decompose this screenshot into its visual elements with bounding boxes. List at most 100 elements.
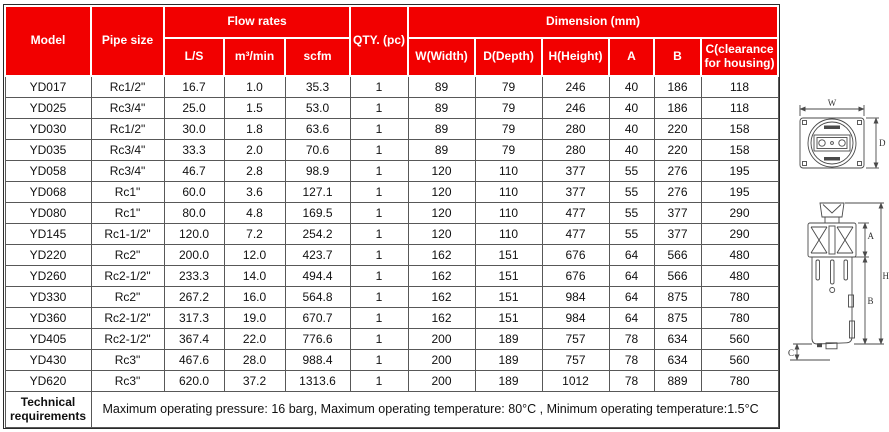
table-cell: 2.0 (223, 138, 286, 161)
table-cell: 566 (653, 264, 702, 287)
table-row: YD220 Rc2" 200.0 12.0 423.7 1 162 151 676 64 566 48… (4, 243, 779, 266)
table-cell: 16.7 (163, 75, 225, 98)
table-cell: Rc3/4" (90, 96, 165, 119)
table-cell: 1 (349, 243, 409, 266)
table-cell: Rc2-1/2" (90, 264, 165, 287)
table-cell: 78 (608, 369, 655, 392)
table-cell: Rc1" (90, 180, 165, 203)
table-cell: 120 (407, 159, 476, 182)
table-cell: 189 (474, 369, 543, 392)
table-cell: 560 (700, 327, 779, 350)
table-cell: Rc2-1/2" (90, 327, 165, 350)
table-cell: Rc2-1/2" (90, 306, 165, 329)
table-cell: Rc1/2" (90, 75, 165, 98)
table-cell: 1 (349, 117, 409, 140)
table-cell: YD058 (4, 159, 92, 182)
table-cell: 1.5 (223, 96, 286, 119)
table-row: YD405 Rc2-1/2" 367.4 22.0 776.6 1 200 189 757 78 6… (4, 327, 779, 350)
table-cell: 566 (653, 243, 702, 266)
table-cell: 246 (541, 75, 610, 98)
dim-label-d: D (879, 138, 886, 148)
table-cell: Rc2" (90, 285, 165, 308)
table-cell: 1 (349, 180, 409, 203)
table-cell: 634 (653, 348, 702, 371)
dim-label-w: W (828, 98, 837, 108)
table-cell: 89 (407, 138, 476, 161)
table-row: YD035 Rc3/4" 33.3 2.0 70.6 1 89 79 280 40 220 158 (4, 138, 779, 161)
table-cell: 290 (700, 222, 779, 245)
table-row: YD330 Rc2" 267.2 16.0 564.8 1 162 151 984 64 875 78… (4, 285, 779, 308)
table-cell: 276 (653, 180, 702, 203)
table-cell: 200 (407, 348, 476, 371)
table-cell: YD017 (4, 75, 92, 98)
table-cell: 40 (608, 138, 655, 161)
table-row: YD360 Rc2-1/2" 317.3 19.0 670.7 1 162 151 984 64 8… (4, 306, 779, 329)
table-cell: 246 (541, 96, 610, 119)
col-header-height: H(Height) (541, 37, 611, 77)
table-row: YD025 Rc3/4" 25.0 1.5 53.0 1 89 79 246 40 186 118 (4, 96, 779, 119)
table-cell: 110 (474, 201, 543, 224)
table-cell: Rc3" (90, 369, 165, 392)
table-cell: Rc3/4" (90, 138, 165, 161)
table-cell: 875 (653, 306, 702, 329)
table-cell: 120 (407, 201, 476, 224)
table-cell: 984 (541, 306, 610, 329)
table-cell: 676 (541, 264, 610, 287)
table-cell: 118 (700, 75, 779, 98)
table-cell: 53.0 (284, 96, 351, 119)
table-cell: 1 (349, 75, 409, 98)
table-cell: 162 (407, 306, 476, 329)
table-cell: 22.0 (223, 327, 286, 350)
table-cell: 89 (407, 117, 476, 140)
table-cell: YD145 (4, 222, 92, 245)
table-cell: 200 (407, 369, 476, 392)
dim-label-a: A (868, 231, 875, 241)
table-cell: 1313.6 (284, 369, 351, 392)
col-header-model: Model (4, 5, 92, 77)
table-cell: 189 (474, 348, 543, 371)
table-cell: 14.0 (223, 264, 286, 287)
table-cell: 280 (541, 138, 610, 161)
table-cell: 55 (608, 222, 655, 245)
table-cell: 267.2 (163, 285, 225, 308)
table-cell: 46.7 (163, 159, 225, 182)
table-cell: 98.9 (284, 159, 351, 182)
product-diagram: W D (788, 98, 889, 361)
table-cell: 110 (474, 159, 543, 182)
table-cell: 40 (608, 75, 655, 98)
table-cell: 1 (349, 201, 409, 224)
table-cell: 254.2 (284, 222, 351, 245)
table-cell: 1 (349, 369, 409, 392)
table-cell: YD030 (4, 117, 92, 140)
table-cell: YD260 (4, 264, 92, 287)
col-group-dimension: Dimension (mm) (407, 5, 780, 39)
table-cell: YD620 (4, 369, 92, 392)
table-cell: 28.0 (223, 348, 286, 371)
table-cell: 55 (608, 201, 655, 224)
table-cell: 377 (541, 180, 610, 203)
table-cell: 290 (700, 201, 779, 224)
table-cell: 195 (700, 180, 779, 203)
table-cell: 79 (474, 117, 543, 140)
table-cell: Rc3" (90, 348, 165, 371)
table-cell: 494.4 (284, 264, 351, 287)
table-cell: YD035 (4, 138, 92, 161)
table-cell: YD025 (4, 96, 92, 119)
table-cell: 55 (608, 159, 655, 182)
table-cell: 55 (608, 180, 655, 203)
table-row: YD430 Rc3" 467.6 28.0 988.4 1 200 189 757 78 634 56… (4, 348, 779, 371)
table-cell: 757 (541, 348, 610, 371)
table-cell: 200.0 (163, 243, 225, 266)
table-cell: 30.0 (163, 117, 225, 140)
tech-requirements-label: Technical requirements (4, 390, 92, 428)
table-cell: 162 (407, 264, 476, 287)
table-cell: 151 (474, 306, 543, 329)
table-cell: 1 (349, 327, 409, 350)
table-cell: 189 (474, 327, 543, 350)
col-header-b: B (653, 37, 703, 77)
table-cell: 233.3 (163, 264, 225, 287)
table-cell: 670.7 (284, 306, 351, 329)
table-row: YD068 Rc1" 60.0 3.6 127.1 1 120 110 377 55 276 195 (4, 180, 779, 203)
table-cell: 110 (474, 222, 543, 245)
